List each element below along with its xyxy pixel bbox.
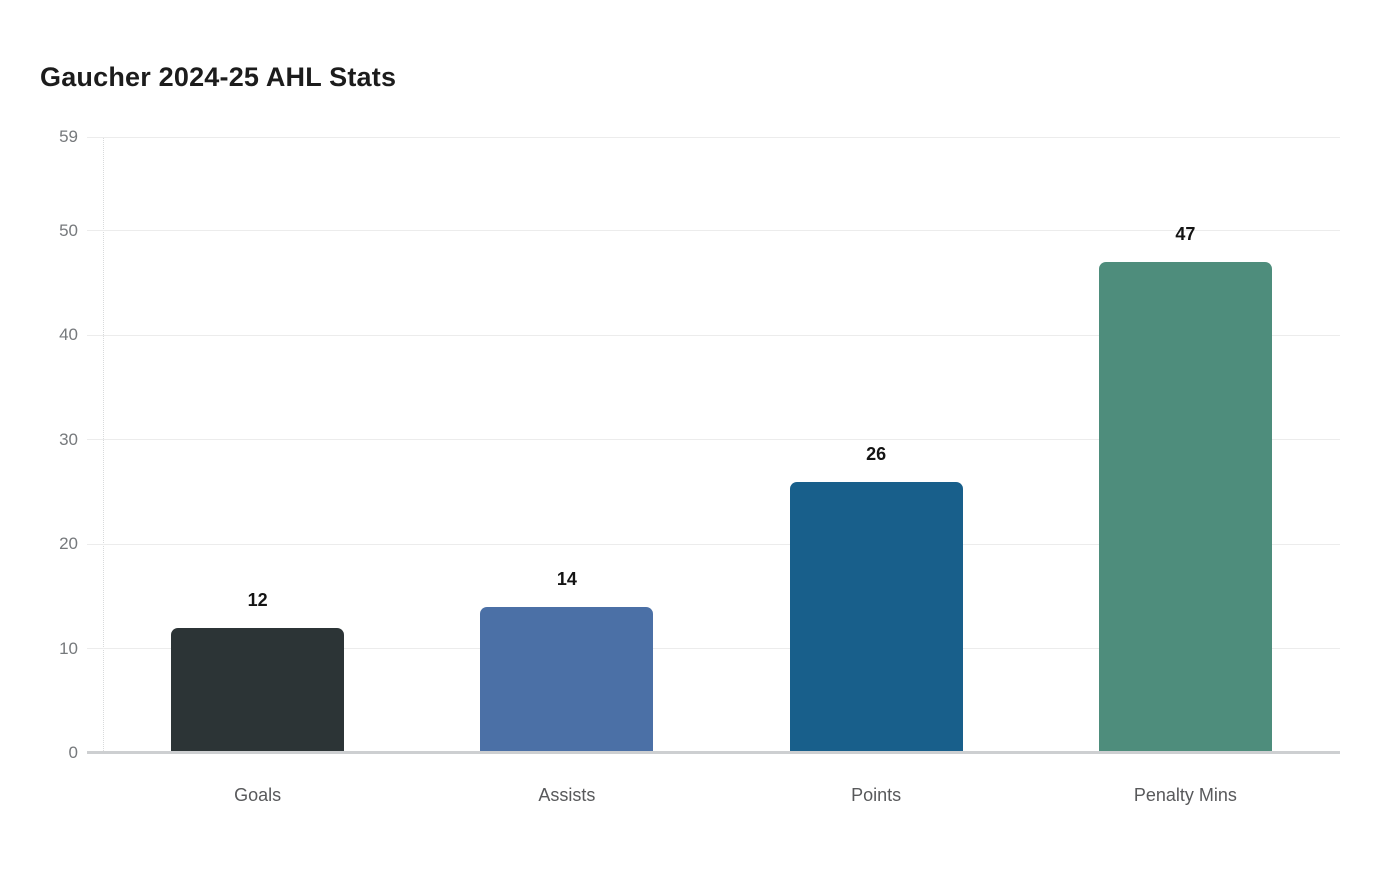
value-label: 14	[556, 568, 577, 589]
x-category-label: Assists	[538, 785, 596, 805]
value-label: 47	[1175, 224, 1196, 245]
y-tick-label: 0	[68, 743, 78, 762]
value-label: 26	[866, 443, 887, 464]
gridline	[87, 439, 1340, 441]
bar-goals	[171, 627, 345, 753]
x-category-label: Goals	[234, 785, 282, 805]
y-tick-label: 50	[59, 220, 78, 240]
y-tick-label: 20	[59, 534, 78, 554]
bar-penalty-mins	[1098, 262, 1272, 753]
gridline	[87, 334, 1340, 336]
bar-assists	[480, 606, 654, 753]
y-axis-line	[103, 137, 104, 753]
bar-points	[789, 481, 963, 753]
y-tick-label: 30	[59, 429, 78, 449]
y-tick-label: 10	[59, 638, 78, 658]
y-tick-label: 40	[59, 325, 78, 345]
value-label: 12	[247, 589, 268, 610]
gridline	[87, 543, 1340, 545]
gridline	[87, 648, 1340, 650]
plot-area: 12 14 26 47	[87, 136, 1340, 754]
chart-title: Gaucher 2024-25 AHL Stats	[40, 62, 397, 92]
x-category-label: Points	[851, 785, 902, 805]
y-tick-label: 59	[59, 127, 78, 146]
gridline	[87, 136, 1340, 138]
x-axis-baseline	[87, 751, 1340, 754]
gridline	[87, 230, 1340, 232]
x-category-label: Penalty Mins	[1133, 785, 1237, 805]
